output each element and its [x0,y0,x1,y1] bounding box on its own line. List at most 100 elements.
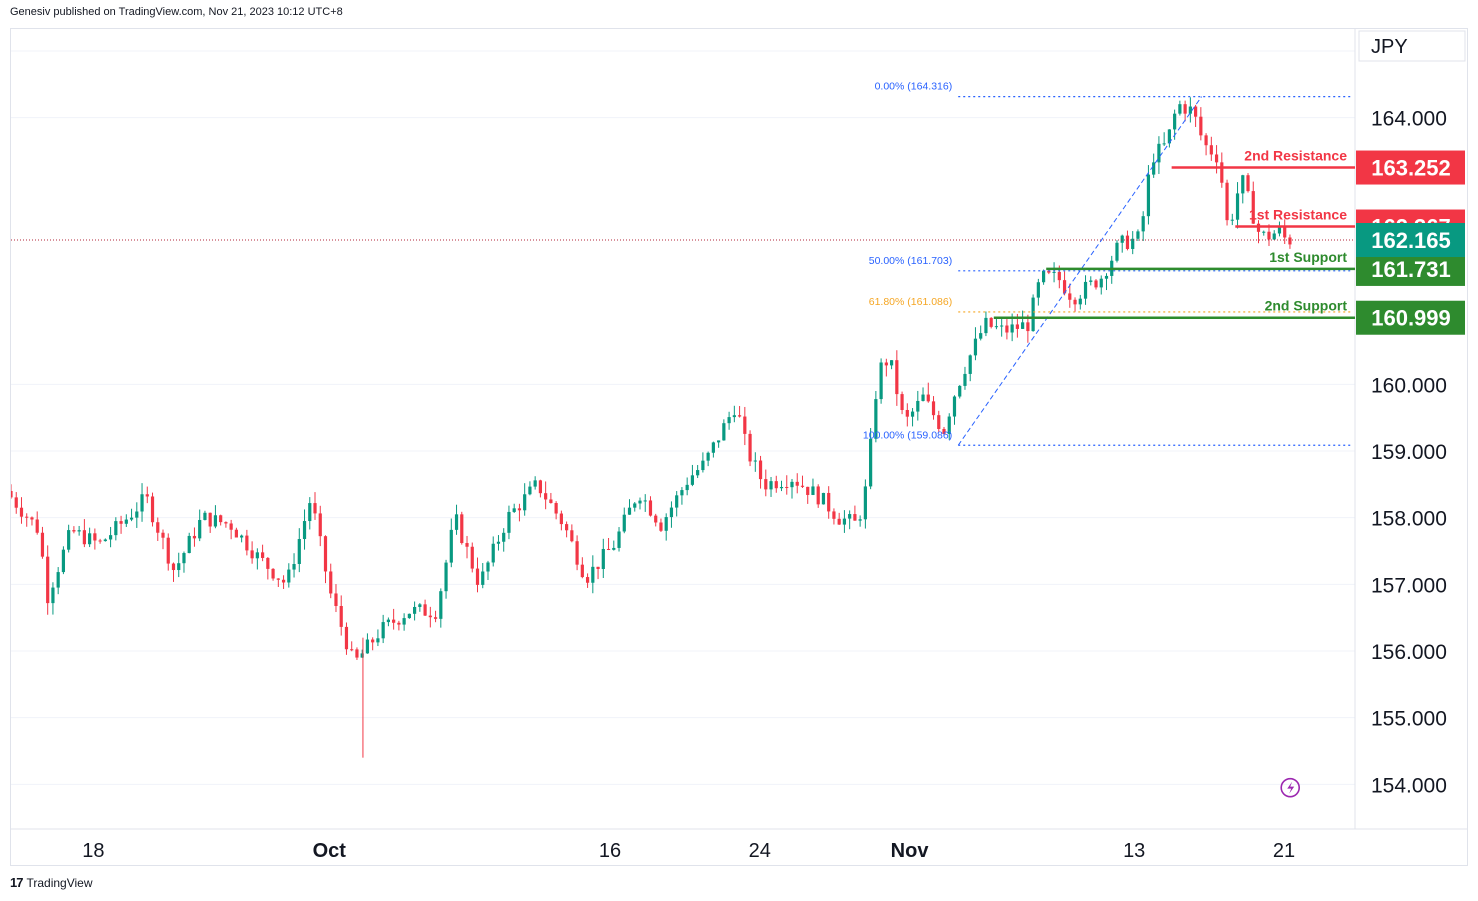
candle-body [334,593,338,607]
candle-body [192,535,197,539]
price-chart[interactable]: 0.00% (164.316) 50.00% (161.703) 61.80% (1… [11,29,1467,865]
candle-body [711,442,715,453]
symbol-box [1358,30,1466,62]
symbol-label: JPY [1371,36,1408,58]
candle-body [622,514,626,532]
candle-body [1005,325,1009,333]
candle-body [135,511,139,518]
tradingview-logo-icon[interactable]: 17 [10,875,24,890]
candle-body [544,493,548,500]
candle-body [386,619,390,623]
candle-body [413,606,417,614]
candle-body [565,524,569,531]
lightning-bolt-icon [1287,781,1295,794]
candle-body [706,452,710,461]
time-tick-label: Oct [313,840,347,862]
candle-body [606,548,611,550]
candle-body [51,587,55,604]
candle-body [129,517,134,520]
candle-body [392,619,396,623]
candle-body [916,400,920,412]
candle-body [67,530,71,550]
candle-body [255,552,259,559]
candle-body [937,415,941,429]
candle-body [77,530,81,532]
candle-body [968,355,972,374]
fib-level-label: 0.00% (164.316) [875,81,953,93]
level-price-badge-label: 163.252 [1371,156,1451,181]
candle-body [837,518,841,525]
candle-body [696,470,700,476]
candle-body [1052,271,1056,273]
candle-body [1015,324,1019,329]
candle-body [329,571,333,594]
candle-body [1026,322,1030,332]
candle-body [1141,216,1145,232]
candle-body [433,617,438,619]
chart-frame[interactable]: 0.00% (164.316) 50.00% (161.703) 61.80% (1… [10,28,1468,866]
level-name-label: 1st Support [1269,249,1347,265]
candle-body [1188,106,1192,114]
candle-body [46,556,50,604]
tradingview-brand[interactable]: TradingView [26,875,93,890]
candle-body [538,480,543,494]
level-price-badge [1356,300,1465,335]
candle-body [921,394,925,401]
candle-body [460,514,464,544]
candle-body [570,530,574,542]
candle-body [806,486,810,495]
time-tick-label: Nov [891,840,930,862]
candle-body [811,486,815,495]
candle-body [1073,299,1077,305]
candle-body [444,562,448,592]
candle-body [717,440,721,443]
candle-body [989,317,993,327]
candle-body [203,512,207,520]
candle-body [114,521,118,536]
candle-body [931,401,936,416]
candle-body [633,503,637,508]
lightning-icon [1280,777,1301,798]
candle-body [596,566,600,569]
candle-body [1220,162,1224,183]
candle-body [575,541,579,565]
candle-body [1214,154,1219,163]
level-name-label: 2nd Resistance [1244,148,1347,164]
candle-body [648,500,653,516]
candle-body [1068,293,1072,300]
candle-body [145,494,149,497]
candle-body [297,539,301,564]
candle-body [177,563,181,571]
candle-body [276,578,280,580]
candle-body [171,563,176,571]
candle-body [690,475,695,485]
candle-body [659,522,663,531]
candle-body [30,517,34,520]
time-tick-label: 18 [82,840,104,862]
candle-body [517,508,522,511]
candle-body [1283,227,1287,238]
candle-body [1267,231,1271,240]
candle-body [1251,191,1255,224]
candle-body [439,591,443,619]
candle-body [1120,235,1124,243]
current-price-badge-label: 162.165 [1371,228,1451,253]
candle-body [549,499,553,504]
candle-body [737,415,742,417]
candle-body [1178,104,1182,114]
candle-body [585,577,590,583]
candle-body [701,460,705,471]
price-tick-label: 158.000 [1371,508,1447,531]
candle-body [1041,270,1046,283]
candle-body [355,649,359,658]
candle-body [150,496,155,523]
candle-body [402,618,406,625]
candle-body [344,626,349,650]
time-tick-label: 24 [749,840,771,862]
candle-body [98,540,102,542]
level-price-badge-label: 161.731 [1371,257,1451,282]
candle-body [449,529,453,563]
candle-body [1152,162,1156,175]
candle-body [1162,143,1166,145]
candle-body [308,503,312,522]
